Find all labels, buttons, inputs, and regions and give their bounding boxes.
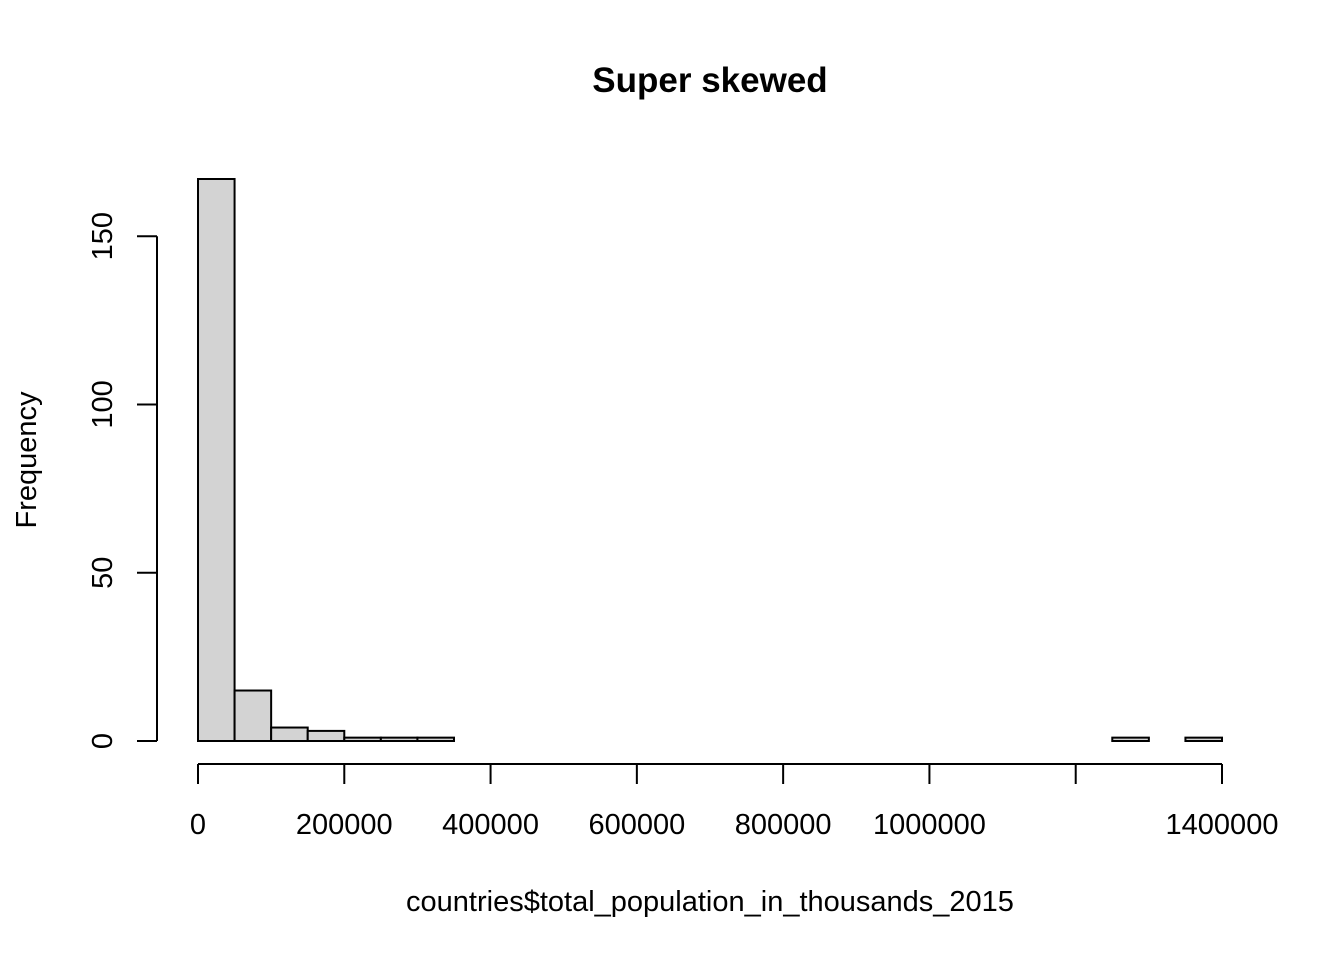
- y-tick-label: 0: [87, 733, 119, 749]
- histogram-bar: [306, 729, 346, 742]
- x-tick-label: 1000000: [873, 809, 986, 841]
- histogram-bar: [416, 736, 455, 742]
- x-tick-label: 600000: [588, 809, 685, 841]
- chart-title: Super skewed: [592, 61, 827, 100]
- x-tick-label: 0: [190, 809, 206, 841]
- histogram-bar: [197, 178, 236, 742]
- histogram-bar: [379, 736, 419, 742]
- y-tick-label: 100: [87, 380, 119, 428]
- x-axis-label: countries$total_population_in_thousands_…: [406, 886, 1014, 918]
- histogram-bar: [233, 689, 273, 742]
- histogram-bar: [1111, 736, 1150, 742]
- x-tick-label: 200000: [296, 809, 393, 841]
- x-axis: 0 200000 400000 600000 800000 1000000 1400000: [190, 763, 1279, 841]
- histogram-bar: [270, 726, 309, 743]
- histogram-bar: [343, 736, 382, 742]
- x-tick-label: 400000: [442, 809, 539, 841]
- histogram-bar: [1184, 736, 1224, 742]
- y-tick-label: 150: [87, 212, 119, 260]
- histogram-bars: [197, 178, 1224, 743]
- y-axis: 0 50 100 150: [87, 212, 158, 749]
- y-tick-label: 50: [87, 557, 119, 589]
- x-tick-label: 800000: [735, 809, 832, 841]
- x-tick-label: 1400000: [1166, 809, 1279, 841]
- y-axis-label: Frequency: [11, 391, 43, 529]
